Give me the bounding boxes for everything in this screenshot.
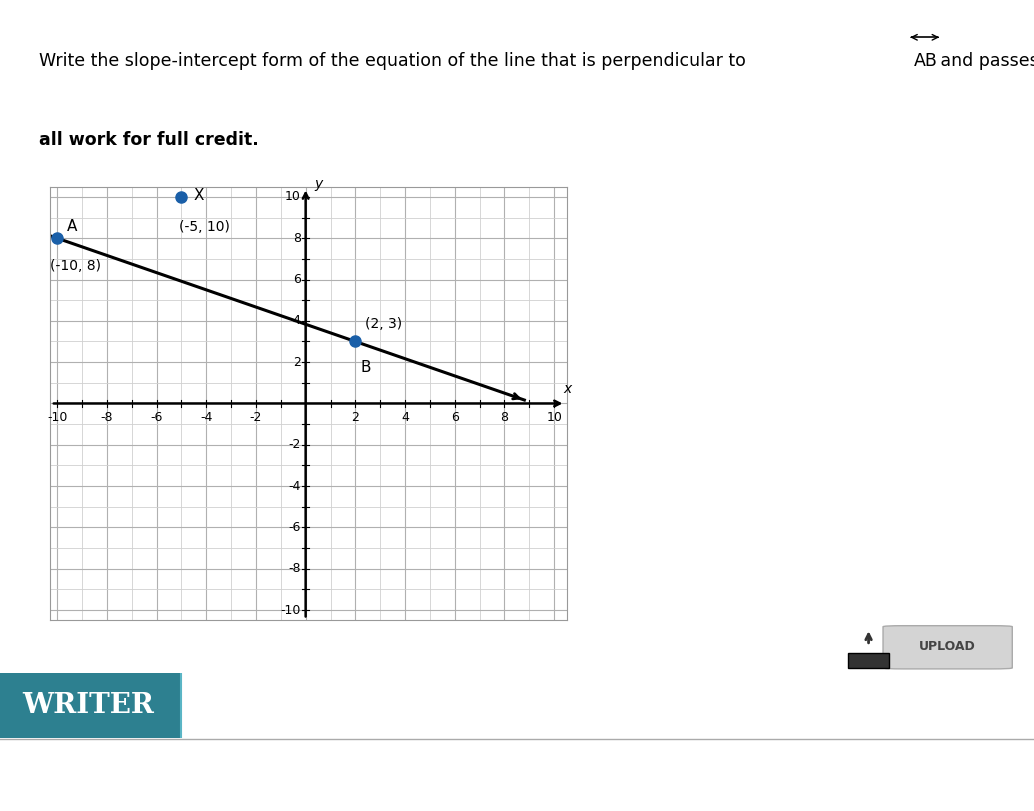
- Text: -4: -4: [288, 479, 301, 492]
- FancyBboxPatch shape: [848, 653, 889, 668]
- Text: -4: -4: [200, 410, 212, 423]
- Text: 2: 2: [293, 356, 301, 369]
- Text: B: B: [360, 360, 371, 375]
- Text: A: A: [67, 219, 78, 234]
- Text: all work for full credit.: all work for full credit.: [39, 131, 260, 148]
- Text: ↻: ↻: [981, 689, 1010, 722]
- Text: -6: -6: [150, 410, 162, 423]
- Text: and passes through Point X. Show: and passes through Point X. Show: [935, 52, 1034, 71]
- Text: -10: -10: [47, 410, 67, 423]
- Text: -8: -8: [100, 410, 113, 423]
- FancyBboxPatch shape: [883, 626, 1012, 669]
- Text: -10: -10: [280, 603, 301, 616]
- Text: 4: 4: [293, 315, 301, 328]
- Text: -2: -2: [250, 410, 263, 423]
- Text: y: y: [314, 177, 323, 191]
- Text: AB: AB: [914, 52, 938, 71]
- Text: 4: 4: [401, 410, 409, 423]
- Text: -2: -2: [288, 438, 301, 451]
- Text: (-5, 10): (-5, 10): [179, 220, 230, 234]
- Text: 8: 8: [293, 232, 301, 245]
- Text: -6: -6: [288, 521, 301, 534]
- Text: UPLOAD: UPLOAD: [919, 640, 976, 654]
- Text: X: X: [193, 188, 205, 204]
- Text: x: x: [562, 382, 571, 397]
- Text: 2: 2: [352, 410, 359, 423]
- Text: (-10, 8): (-10, 8): [50, 259, 100, 272]
- Text: -8: -8: [288, 562, 301, 575]
- Text: 8: 8: [500, 410, 509, 423]
- Text: Write the slope-intercept form of the equation of the line that is perpendicular: Write the slope-intercept form of the eq…: [39, 52, 752, 71]
- Text: 6: 6: [293, 273, 301, 286]
- Bar: [0, 673, 181, 738]
- Text: WRITER: WRITER: [23, 692, 155, 719]
- Text: (2, 3): (2, 3): [365, 317, 402, 331]
- Text: 6: 6: [451, 410, 459, 423]
- Text: 10: 10: [546, 410, 562, 423]
- Text: 10: 10: [284, 191, 301, 204]
